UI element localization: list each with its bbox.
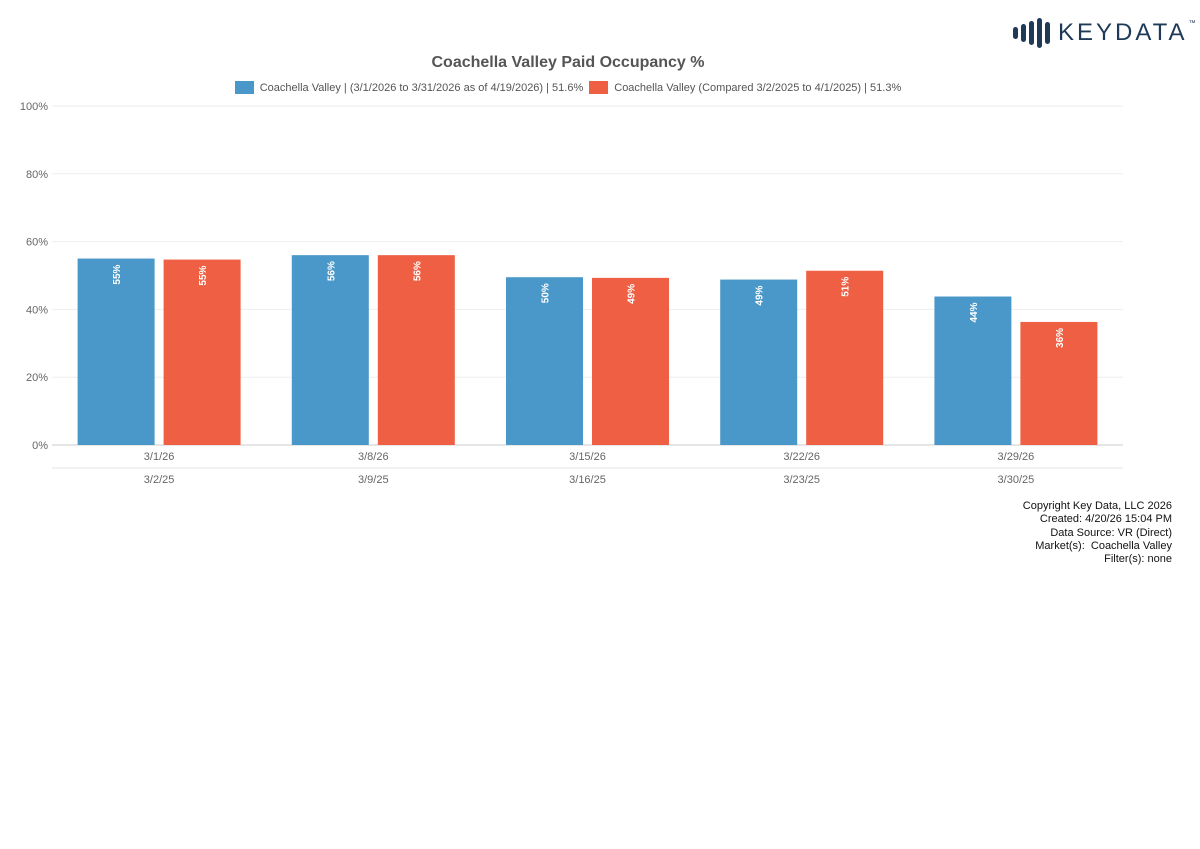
bar-current (934, 296, 1012, 445)
y-tick-label: 60% (26, 237, 48, 249)
data-label: 49% (627, 284, 638, 304)
data-label: 56% (412, 261, 423, 281)
legend-label-current: Coachella Valley | (3/1/2026 to 3/31/202… (259, 81, 584, 94)
y-tick-label: 20% (26, 372, 48, 384)
bar-current (720, 279, 798, 445)
chart-footer: Copyright Key Data, LLC 2026 Created: 4/… (1023, 500, 1172, 566)
y-tick-label: 100% (20, 101, 48, 113)
chart-legend: Coachella Valley | (3/1/2026 to 3/31/202… (0, 81, 1136, 94)
y-tick-label: 80% (26, 169, 48, 181)
data-label: 55% (112, 264, 123, 284)
y-tick-label: 0% (32, 440, 48, 452)
data-label: 51% (841, 277, 852, 297)
x-tick-label-secondary: 3/30/25 (998, 474, 1035, 486)
logo-text: KEYDATA (1058, 19, 1188, 46)
bar-compared (1020, 321, 1098, 445)
footer-source: Data Source: VR (Direct) (1050, 526, 1172, 539)
keydata-logo: KEYDATA ™ (1013, 16, 1195, 50)
legend-swatch-current (234, 81, 254, 94)
y-tick-label: 40% (26, 304, 48, 316)
bar-current (77, 258, 155, 445)
x-tick-label-secondary: 3/9/25 (358, 474, 389, 486)
data-label: 44% (969, 302, 980, 322)
x-tick-label-secondary: 3/23/25 (783, 474, 820, 486)
bar-compared (377, 255, 455, 445)
logo-trademark: ™ (1188, 20, 1196, 27)
logo-bars-icon (1013, 18, 1050, 48)
data-label: 55% (198, 265, 209, 285)
x-tick-label: 3/29/26 (998, 451, 1035, 463)
bar-compared (806, 270, 884, 445)
legend-item-current[interactable]: Coachella Valley | (3/1/2026 to 3/31/202… (234, 81, 584, 94)
x-tick-label-secondary: 3/16/25 (569, 474, 606, 486)
x-tick-label: 3/8/26 (358, 451, 389, 463)
bar-compared (592, 277, 669, 445)
footer-copyright: Copyright Key Data, LLC 2026 (1022, 500, 1172, 512)
legend-swatch-compared (589, 81, 609, 94)
data-label: 36% (1055, 328, 1066, 348)
data-label: 56% (326, 261, 337, 281)
bar-current (506, 277, 583, 445)
legend-item-compared[interactable]: Coachella Valley (Compared 3/2/2025 to 4… (589, 81, 901, 94)
x-tick-label-secondary: 3/2/25 (144, 474, 175, 486)
footer-created: Created: 4/20/26 15:04 PM (1039, 513, 1172, 526)
data-label: 49% (755, 285, 766, 305)
legend-label-compared: Coachella Valley (Compared 3/2/2025 to 4… (614, 81, 902, 94)
bar-current (291, 255, 369, 445)
x-tick-label: 3/15/26 (569, 451, 606, 463)
chart-title: Coachella Valley Paid Occupancy % (431, 54, 705, 71)
footer-markets: Market(s): Coachella Valley (1035, 539, 1172, 552)
data-label: 50% (541, 283, 552, 303)
x-tick-label: 3/22/26 (783, 451, 820, 463)
bar-chart: 0% 20% 40% 60% 80% 100% 55% 55% 3/1/26 3/2/25 56% 5… (20, 101, 1123, 486)
x-tick-label: 3/1/26 (144, 451, 175, 463)
footer-filters: Filter(s): none (1104, 553, 1172, 566)
bar-compared (163, 259, 241, 445)
